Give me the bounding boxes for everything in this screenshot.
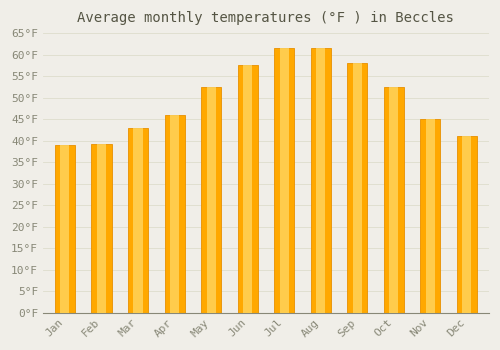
Bar [238, 65, 258, 313]
Bar [384, 87, 404, 313]
Bar [164, 115, 184, 313]
Bar [92, 144, 112, 313]
Bar [353, 63, 362, 313]
Bar [55, 145, 75, 313]
Bar [60, 145, 70, 313]
Bar [274, 48, 294, 313]
Bar [280, 48, 288, 313]
Bar [348, 63, 368, 313]
Title: Average monthly temperatures (°F ) in Beccles: Average monthly temperatures (°F ) in Be… [78, 11, 454, 25]
Bar [134, 128, 142, 313]
Bar [426, 119, 435, 313]
Bar [97, 144, 106, 313]
Bar [128, 128, 148, 313]
Bar [420, 119, 440, 313]
Bar [462, 136, 471, 313]
Bar [316, 48, 326, 313]
Bar [206, 87, 216, 313]
Bar [310, 48, 331, 313]
Bar [243, 65, 252, 313]
Bar [457, 136, 477, 313]
Bar [201, 87, 221, 313]
Bar [390, 87, 398, 313]
Bar [170, 115, 179, 313]
